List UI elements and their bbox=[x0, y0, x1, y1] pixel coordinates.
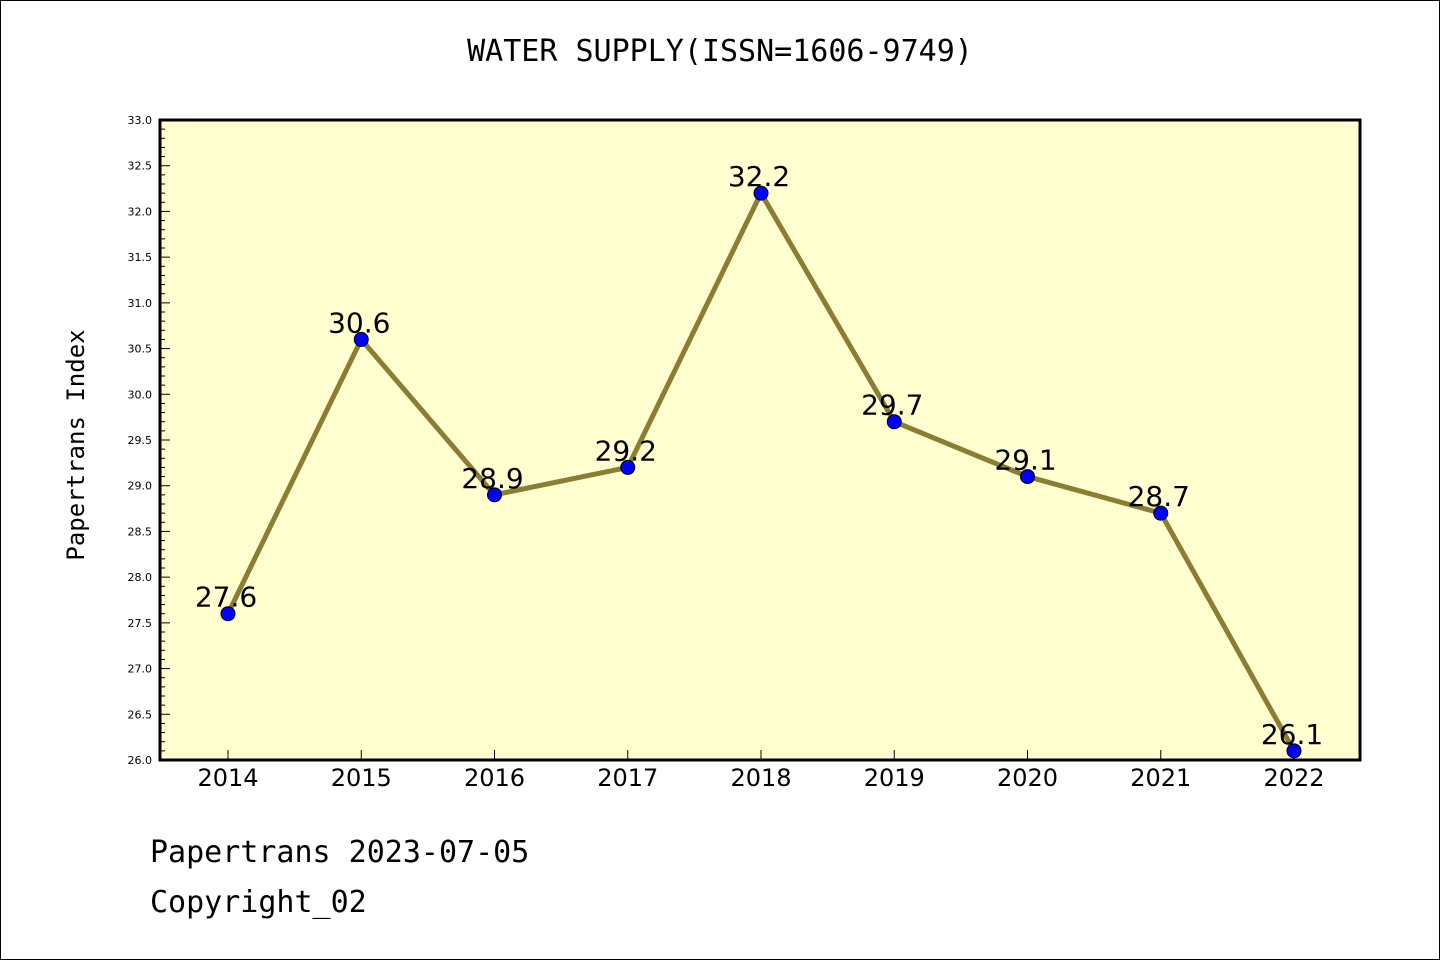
data-label: 28.7 bbox=[1128, 480, 1190, 513]
x-tick-label: 2017 bbox=[597, 764, 658, 792]
y-tick-label: 33.0 bbox=[128, 114, 153, 127]
data-point bbox=[353, 331, 369, 347]
data-label: 28.9 bbox=[461, 462, 523, 495]
data-point bbox=[1020, 469, 1035, 485]
data-point bbox=[1286, 743, 1302, 759]
data-label: 29.7 bbox=[861, 389, 923, 422]
y-tick-label: 26.0 bbox=[128, 754, 153, 767]
y-tick-label: 32.5 bbox=[128, 160, 153, 173]
data-markers bbox=[220, 185, 1302, 759]
data-label: 30.6 bbox=[328, 306, 390, 339]
data-point bbox=[620, 459, 636, 475]
data-label: 32.2 bbox=[728, 160, 790, 193]
data-label: 29.1 bbox=[994, 444, 1056, 477]
x-tick-label: 2016 bbox=[464, 764, 525, 792]
data-point bbox=[753, 185, 769, 201]
y-tick-label: 30.5 bbox=[128, 343, 153, 356]
data-labels: 27.6 30.6 28.9 29.2 32.2 29.7 29.1 28.7 26.1 bbox=[195, 160, 1323, 751]
y-tick-label: 31.5 bbox=[128, 251, 153, 264]
y-tick-label: 26.5 bbox=[128, 708, 153, 721]
data-point bbox=[1153, 505, 1169, 521]
y-tick-label: 28.0 bbox=[128, 571, 153, 584]
data-label: 27.6 bbox=[195, 581, 257, 614]
footer-date: Papertrans 2023-07-05 bbox=[150, 835, 530, 870]
y-tick-label: 31.0 bbox=[128, 297, 153, 310]
x-tick-label: 2018 bbox=[730, 764, 791, 792]
data-point bbox=[487, 487, 502, 503]
y-tick-label: 27.5 bbox=[128, 617, 153, 630]
footer-copyright: Copyright_02 bbox=[150, 885, 367, 920]
x-axis: 2014 2015 2016 2017 2018 2019 2020 2021 2022 bbox=[197, 750, 1325, 792]
x-tick-label: 2015 bbox=[331, 764, 392, 792]
x-tick-label: 2019 bbox=[864, 764, 925, 792]
y-tick-label: 27.0 bbox=[128, 663, 153, 676]
data-label: 29.2 bbox=[595, 434, 657, 467]
y-tick-label: 29.0 bbox=[128, 480, 153, 493]
chart-title: WATER SUPPLY(ISSN=1606-9749) bbox=[467, 34, 973, 69]
y-tick-label: 32.0 bbox=[128, 205, 153, 218]
plot-area bbox=[158, 118, 1362, 762]
data-point bbox=[220, 606, 236, 622]
data-label: 26.1 bbox=[1261, 718, 1323, 751]
y-tick-label: 28.5 bbox=[128, 525, 153, 538]
x-tick-label: 2021 bbox=[1130, 764, 1191, 792]
x-tick-label: 2014 bbox=[197, 764, 258, 792]
y-axis: 26.0 26.5 27.0 27.5 28.0 28.5 29.0 29.5 30.0 30.5… bbox=[128, 114, 170, 767]
y-tick-label: 30.0 bbox=[128, 388, 153, 401]
y-axis-label: Papertrans Index bbox=[62, 329, 90, 560]
x-tick-label: 2020 bbox=[997, 764, 1058, 792]
x-tick-label: 2022 bbox=[1263, 764, 1324, 792]
data-point bbox=[886, 414, 902, 430]
y-tick-label: 29.5 bbox=[128, 434, 153, 447]
